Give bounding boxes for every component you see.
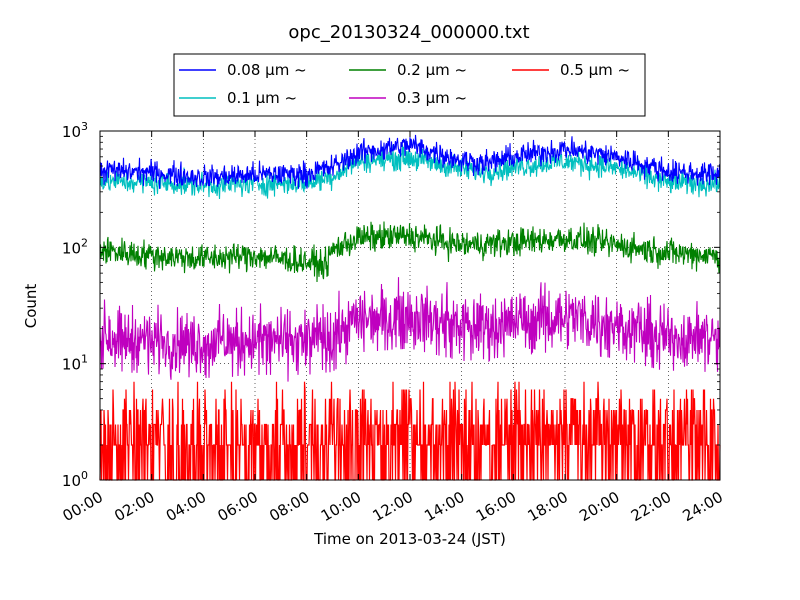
series-line bbox=[99, 134, 721, 189]
x-tick-label: 00:00 bbox=[60, 488, 106, 525]
x-tick-label: 04:00 bbox=[163, 488, 209, 525]
legend-label: 0.2 μm ~ bbox=[397, 61, 467, 79]
legend-label: 0.5 μm ~ bbox=[560, 61, 630, 79]
series-line bbox=[99, 277, 721, 382]
y-tick-label: 100 bbox=[62, 469, 88, 490]
legend-box bbox=[173, 53, 646, 117]
y-tick-label: 102 bbox=[62, 236, 88, 257]
y-axis-label: Count bbox=[22, 284, 40, 329]
x-tick-label: 18:00 bbox=[525, 488, 571, 525]
x-tick-label: 08:00 bbox=[266, 488, 312, 525]
series-line bbox=[99, 381, 721, 481]
legend-label: 0.3 μm ~ bbox=[397, 89, 467, 107]
x-tick-label: 06:00 bbox=[215, 488, 261, 525]
legend: 0.08 μm ~ 0.1 μm ~ 0.2 μm ~ 0.3 μm ~ 0.5 μm … bbox=[173, 53, 646, 117]
chart-title: opc_20130324_000000.txt bbox=[288, 22, 529, 43]
x-tick-label: 14:00 bbox=[421, 488, 467, 525]
plot-area: 00:00 02:00 04:00 06:00 08:00 10:00 12:00 14:00… bbox=[60, 120, 726, 525]
y-tick-label: 103 bbox=[62, 120, 88, 141]
legend-label: 0.1 μm ~ bbox=[227, 89, 297, 107]
x-tick-label: 12:00 bbox=[370, 488, 416, 525]
series-line bbox=[99, 144, 721, 200]
x-tick-label: 10:00 bbox=[318, 488, 364, 525]
legend-label: 0.08 μm ~ bbox=[227, 61, 307, 79]
x-axis-label: Time on 2013-03-24 (JST) bbox=[313, 530, 506, 548]
x-tick-label: 24:00 bbox=[680, 488, 726, 525]
x-tick-label: 16:00 bbox=[473, 488, 519, 525]
x-tick-label: 20:00 bbox=[576, 488, 622, 525]
x-tick-label: 02:00 bbox=[111, 488, 157, 525]
series-line bbox=[99, 221, 721, 283]
y-tick-label: 101 bbox=[62, 353, 88, 374]
x-tick-label: 22:00 bbox=[628, 488, 674, 525]
